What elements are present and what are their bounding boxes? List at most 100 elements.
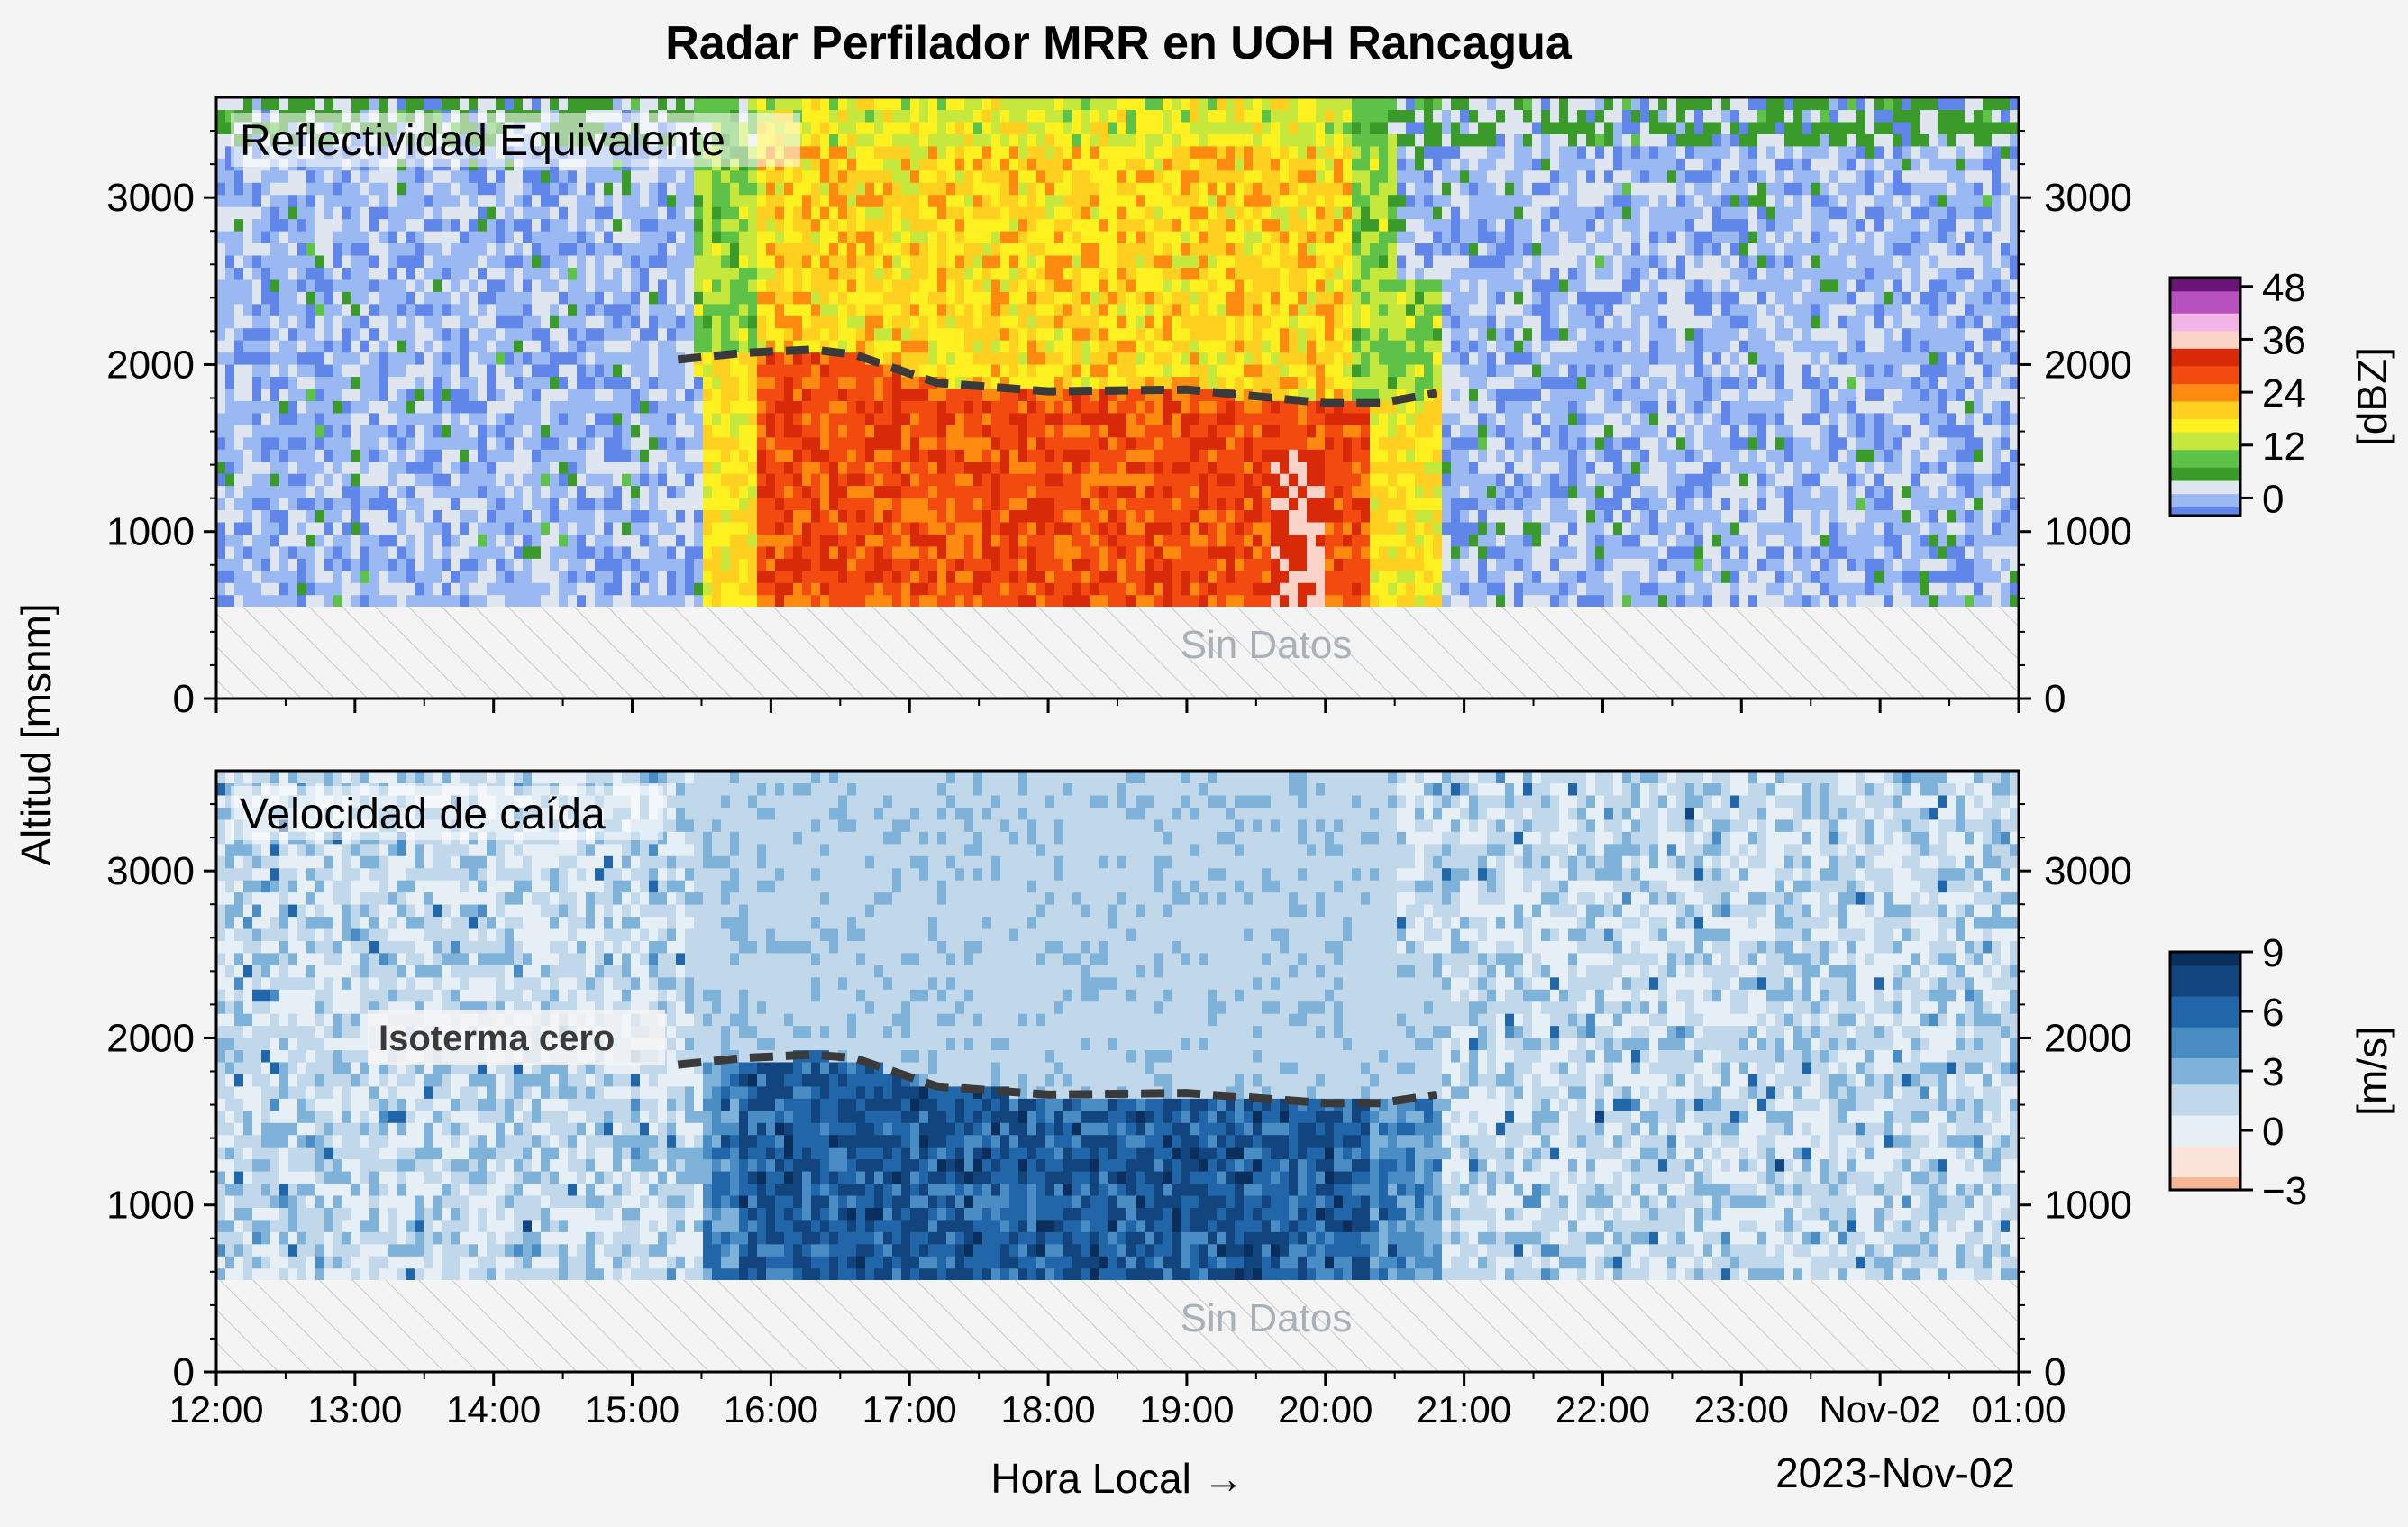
heatmap-cell bbox=[676, 97, 686, 111]
heatmap-cell bbox=[919, 133, 929, 147]
heatmap-cell bbox=[388, 582, 397, 596]
heatmap-cell bbox=[1217, 109, 1227, 123]
heatmap-cell bbox=[433, 327, 442, 341]
heatmap-cell bbox=[1172, 412, 1181, 425]
heatmap-cell bbox=[892, 291, 902, 305]
heatmap-cell bbox=[379, 97, 388, 111]
heatmap-cell bbox=[496, 97, 506, 111]
heatmap-cell bbox=[1108, 521, 1118, 535]
heatmap-cell bbox=[1136, 206, 1145, 220]
heatmap-cell bbox=[1126, 182, 1136, 196]
heatmap-cell bbox=[1036, 449, 1046, 462]
heatmap-cell bbox=[1244, 182, 1254, 196]
heatmap-cell bbox=[505, 267, 515, 280]
heatmap-cell bbox=[532, 97, 542, 111]
heatmap-cell bbox=[1235, 327, 1245, 341]
heatmap-cell bbox=[604, 182, 614, 196]
heatmap-cell bbox=[1081, 558, 1091, 571]
heatmap-cell bbox=[1000, 545, 1010, 559]
heatmap-cell bbox=[685, 376, 695, 389]
heatmap-cell bbox=[739, 473, 749, 487]
heatmap-cell bbox=[288, 558, 298, 571]
heatmap-cell bbox=[1126, 194, 1136, 207]
heatmap-cell bbox=[460, 570, 470, 583]
heatmap-cell bbox=[397, 182, 406, 196]
heatmap-cell bbox=[1181, 534, 1190, 547]
heatmap-cell bbox=[901, 340, 911, 353]
heatmap-cell bbox=[1253, 327, 1263, 341]
heatmap-cell bbox=[892, 400, 902, 414]
heatmap-cell bbox=[1199, 254, 1209, 268]
heatmap-cell bbox=[234, 279, 244, 292]
heatmap-cell bbox=[910, 121, 920, 134]
heatmap-cell bbox=[324, 545, 334, 559]
heatmap-cell bbox=[360, 521, 370, 535]
heatmap-cell bbox=[1027, 436, 1037, 450]
heatmap-cell bbox=[694, 218, 704, 232]
heatmap-cell bbox=[667, 279, 677, 292]
heatmap-cell bbox=[820, 133, 830, 147]
heatmap-cell bbox=[793, 254, 803, 268]
heatmap-cell bbox=[811, 206, 821, 220]
heatmap-cell bbox=[856, 279, 866, 292]
heatmap-cell bbox=[424, 267, 433, 280]
heatmap-cell bbox=[874, 267, 884, 280]
heatmap-cell bbox=[1054, 534, 1064, 547]
heatmap-cell bbox=[1081, 315, 1091, 329]
heatmap-cell bbox=[1000, 109, 1010, 123]
heatmap-cell bbox=[1036, 254, 1046, 268]
heatmap-cell bbox=[478, 254, 488, 268]
heatmap-cell bbox=[739, 206, 749, 220]
heatmap-cell bbox=[1126, 169, 1136, 183]
heatmap-cell bbox=[279, 352, 289, 365]
heatmap-cell bbox=[595, 376, 605, 389]
heatmap-cell bbox=[351, 388, 361, 401]
heatmap-cell bbox=[424, 169, 433, 183]
heatmap-cell bbox=[1054, 594, 1064, 608]
heatmap-cell bbox=[1199, 218, 1209, 232]
heatmap-cell bbox=[865, 570, 875, 583]
heatmap-cell bbox=[333, 412, 343, 425]
heatmap-cell bbox=[757, 449, 767, 462]
heatmap-cell bbox=[1081, 509, 1091, 523]
heatmap-cell bbox=[703, 425, 713, 438]
heatmap-cell bbox=[1045, 412, 1055, 425]
heatmap-cell bbox=[225, 242, 235, 256]
heatmap-cell bbox=[1190, 412, 1199, 425]
heatmap-cell bbox=[306, 534, 316, 547]
heatmap-cell bbox=[703, 194, 713, 207]
heatmap-cell bbox=[793, 436, 803, 450]
heatmap-cell bbox=[1063, 340, 1073, 353]
heatmap-cell bbox=[451, 206, 461, 220]
heatmap-cell bbox=[892, 133, 902, 147]
heatmap-cell bbox=[793, 97, 803, 111]
heatmap-cell bbox=[1036, 315, 1046, 329]
heatmap-cell bbox=[739, 461, 749, 474]
heatmap-cell bbox=[406, 327, 415, 341]
heatmap-cell bbox=[946, 109, 956, 123]
heatmap-cell bbox=[369, 582, 379, 596]
heatmap-cell bbox=[865, 231, 875, 244]
heatmap-cell bbox=[487, 352, 497, 365]
heatmap-cell bbox=[685, 498, 695, 511]
heatmap-cell bbox=[631, 194, 641, 207]
heatmap-cell bbox=[676, 267, 686, 280]
heatmap-cell bbox=[505, 242, 515, 256]
heatmap-cell bbox=[748, 303, 758, 316]
heatmap-cell bbox=[649, 412, 659, 425]
heatmap-cell bbox=[1108, 425, 1118, 438]
heatmap-cell bbox=[856, 327, 866, 341]
heatmap-cell bbox=[658, 327, 668, 341]
heatmap-cell bbox=[1054, 364, 1064, 378]
heatmap-cell bbox=[928, 388, 938, 401]
heatmap-cell bbox=[469, 498, 479, 511]
heatmap-cell bbox=[811, 498, 821, 511]
heatmap-cell bbox=[234, 545, 244, 559]
heatmap-cell bbox=[820, 206, 830, 220]
heatmap-cell bbox=[1208, 340, 1218, 353]
heatmap-cell bbox=[1253, 303, 1263, 316]
heatmap-cell bbox=[234, 97, 244, 111]
heatmap-cell bbox=[1253, 412, 1263, 425]
heatmap-cell bbox=[234, 400, 244, 414]
heatmap-cell bbox=[1208, 231, 1218, 244]
